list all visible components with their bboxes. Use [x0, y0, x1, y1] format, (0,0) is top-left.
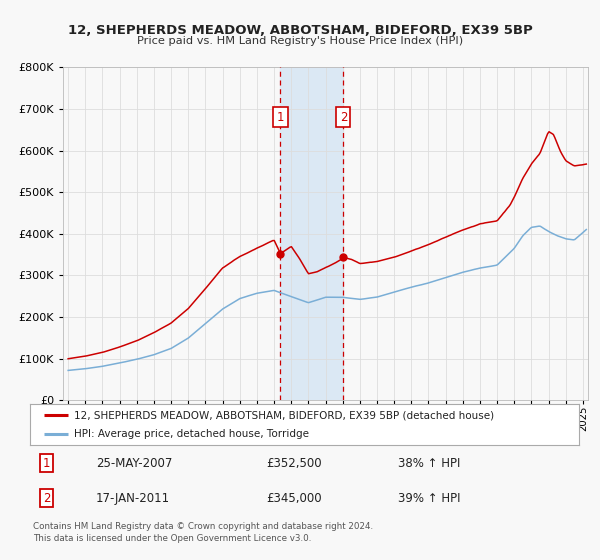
Text: 25-MAY-2007: 25-MAY-2007	[96, 457, 172, 470]
Text: HPI: Average price, detached house, Torridge: HPI: Average price, detached house, Torr…	[74, 429, 309, 439]
Text: 38% ↑ HPI: 38% ↑ HPI	[398, 457, 460, 470]
Text: £352,500: £352,500	[266, 457, 322, 470]
Text: 2: 2	[43, 492, 50, 505]
Text: 39% ↑ HPI: 39% ↑ HPI	[398, 492, 460, 505]
Text: 17-JAN-2011: 17-JAN-2011	[96, 492, 170, 505]
Text: 1: 1	[43, 457, 50, 470]
Text: Contains HM Land Registry data © Crown copyright and database right 2024.
This d: Contains HM Land Registry data © Crown c…	[33, 522, 373, 543]
Text: 12, SHEPHERDS MEADOW, ABBOTSHAM, BIDEFORD, EX39 5BP: 12, SHEPHERDS MEADOW, ABBOTSHAM, BIDEFOR…	[68, 24, 532, 36]
Text: Price paid vs. HM Land Registry's House Price Index (HPI): Price paid vs. HM Land Registry's House …	[137, 36, 463, 46]
Text: 12, SHEPHERDS MEADOW, ABBOTSHAM, BIDEFORD, EX39 5BP (detached house): 12, SHEPHERDS MEADOW, ABBOTSHAM, BIDEFOR…	[74, 410, 494, 421]
Text: 1: 1	[277, 111, 284, 124]
Bar	[280, 67, 343, 400]
Text: 2: 2	[340, 111, 347, 124]
Text: £345,000: £345,000	[266, 492, 322, 505]
